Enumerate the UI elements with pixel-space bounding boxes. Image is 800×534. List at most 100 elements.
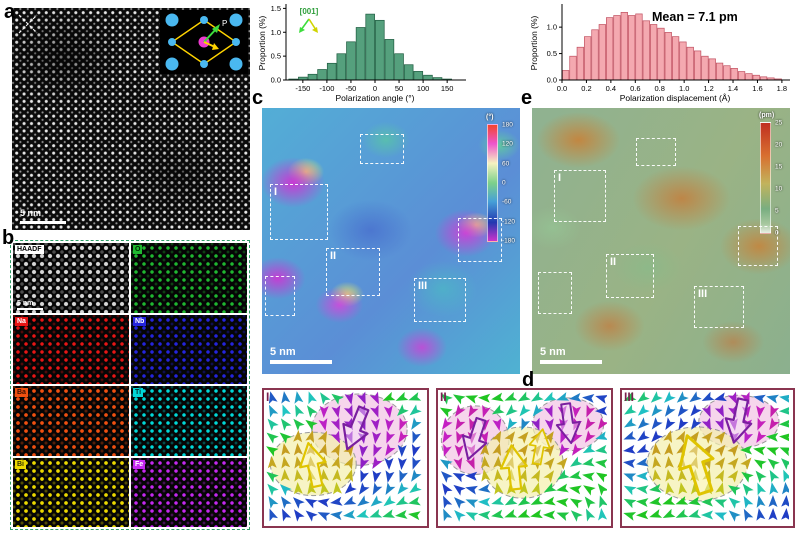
histogram-bar (752, 74, 760, 81)
region-box-label: II (330, 250, 337, 262)
vector-field-svg (266, 391, 422, 522)
region-box-I: I (270, 184, 328, 240)
x-tick-label: 1.2 (703, 84, 713, 93)
polarization-displacement-histogram: 0.0 0.2 0.4 0.6 0.8 1.0 1.2 1.4 1.6 1.8 0.0 0.5 1.0 P… (528, 0, 796, 104)
histogram-bar (569, 55, 577, 81)
colorbar-tick: 180 (502, 121, 513, 129)
region-box-II: II (326, 248, 380, 296)
eds-map-haadf: HAADF 5 nm (13, 243, 129, 313)
histogram-bar (394, 53, 404, 81)
colorbar-tick: -180 (502, 237, 516, 245)
region-box (738, 226, 778, 266)
x-tick-label: 0 (373, 84, 377, 93)
histogram-bar (606, 17, 614, 81)
region-box-III: III (414, 278, 466, 322)
eds-map-grid: HAADF 5 nm O Na Nb Ba Ti Bi Fe (10, 240, 250, 530)
eds-map-label-ti: Ti (133, 388, 144, 397)
histogram-bar (375, 19, 385, 81)
x-tick-label: -50 (346, 84, 357, 93)
orientation-arrows-icon (299, 18, 318, 33)
y-tick-label: 0.0 (547, 76, 557, 85)
region-box-label: I (558, 172, 562, 184)
colorbar-tick: -120 (502, 218, 516, 226)
vector-field-box-II: II (436, 388, 613, 528)
haadf-stem-image: P 5 nm (12, 8, 250, 230)
vector-field-svg (439, 391, 609, 522)
region-box-label: III (698, 288, 708, 300)
colorbar-tick: 15 (775, 163, 783, 171)
y-tick-label: 1.0 (547, 23, 557, 32)
polarization-angle-histogram-svg: -150 -100 -50 0 50 100 150 0.0 0.5 1.0 1.5 Polariza… (257, 4, 466, 103)
region-box (636, 138, 676, 166)
region-box-III: III (694, 286, 744, 328)
eds-map-ba: Ba (13, 386, 129, 456)
polarization-displacement-map: (pm) 25 20 15 10 5 0 5 nm I II III (532, 108, 790, 374)
histogram-bar (403, 64, 414, 81)
panel-label-c: c (252, 87, 264, 109)
histogram-bar (336, 53, 347, 81)
eds-map-na: Na (13, 314, 129, 384)
net-polarization-arrow-up (678, 434, 715, 496)
region-box-II: II (606, 254, 654, 298)
histogram-bar (317, 69, 327, 81)
histogram-bar (628, 15, 636, 81)
panel-label-d: d (522, 369, 535, 391)
panel-label-e: e (521, 87, 533, 109)
colorbar-tick: 20 (775, 141, 783, 149)
eds-map-label-na: Na (15, 316, 28, 326)
vector-field-label: I (266, 390, 270, 404)
x-tick-label: 0.0 (557, 84, 567, 93)
scale-bar-a: 5 nm (20, 208, 66, 224)
region-box (538, 272, 572, 314)
eds-map-o: O (131, 243, 247, 313)
eds-map-label-fe: Fe (133, 459, 146, 469)
histogram-bar (650, 24, 658, 81)
scale-bar-c-line (270, 360, 332, 364)
histogram-bar (642, 20, 650, 81)
histogram-bar (657, 27, 665, 81)
x-tick-label: 0.4 (606, 84, 616, 93)
histogram-bar (584, 36, 592, 81)
y-tick-label: 1.0 (271, 28, 281, 37)
histogram-bar (598, 24, 606, 81)
histogram-bar (635, 13, 643, 81)
vector-field-label: II (440, 390, 447, 404)
x-axis-label: Polarization displacement (Å) (620, 93, 731, 103)
unit-cell-inset: P (160, 10, 248, 74)
x-tick-label: 1.6 (752, 84, 762, 93)
x-tick-label: -100 (319, 84, 334, 93)
crystal-axes-icon (18, 14, 38, 34)
scale-bar-c: 5 nm (270, 346, 332, 364)
angle-colorbar: (°) 180 120 60 0 -60 -120 -180 (486, 114, 515, 245)
polarization-angle-histogram: -150 -100 -50 0 50 100 150 0.0 0.5 1.0 1.5 Polariza… (256, 0, 470, 104)
orientation-legend-text: [001] (299, 7, 319, 16)
histogram-bar (686, 46, 694, 81)
region-box-I: I (554, 170, 606, 222)
x-tick-label: 1.8 (777, 84, 787, 93)
net-polarization-arrow-down (342, 405, 370, 451)
histogram-bar (730, 68, 738, 81)
vector-field-box-III: III (620, 388, 795, 528)
region-box-label: I (274, 186, 278, 198)
region-box-label: II (610, 256, 617, 268)
scale-bar-a-line (20, 221, 66, 224)
x-tick-label: 0.6 (630, 84, 640, 93)
histogram-bar (723, 65, 731, 81)
x-tick-label: 1.4 (728, 84, 738, 93)
eds-map-label-bi: Bi (15, 459, 26, 469)
vector-field-box-I: I (262, 388, 429, 528)
x-tick-label: 0.2 (581, 84, 591, 93)
y-tick-label: 0.0 (271, 76, 281, 85)
y-tick-label: 0.5 (547, 49, 557, 58)
histogram-bar (693, 50, 702, 81)
histogram-bar (355, 27, 366, 81)
x-tick-label: -150 (295, 84, 310, 93)
displacement-arrow-icon (212, 43, 219, 50)
region-box-label: III (418, 280, 428, 292)
scale-bar-a-text: 5 nm (20, 208, 42, 219)
polarization-angle-map: (°) 180 120 60 0 -60 -120 -180 5 nm I II III (262, 108, 520, 374)
polarization-displacement-histogram-svg: 0.0 0.2 0.4 0.6 0.8 1.0 1.2 1.4 1.6 1.80.00.51.0P… (529, 4, 790, 103)
net-polarization-arrow-up (299, 441, 327, 489)
histogram-bar (591, 29, 599, 81)
region-box (458, 218, 502, 262)
